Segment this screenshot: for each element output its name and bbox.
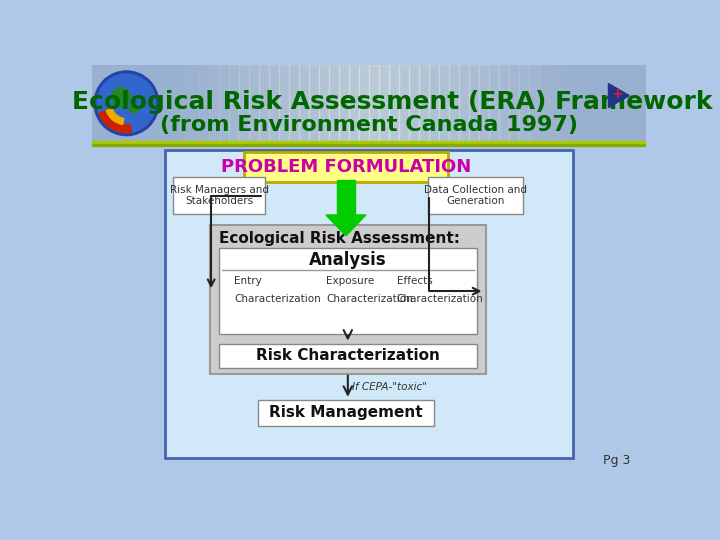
Bar [439, 65, 449, 142]
Bar [339, 65, 349, 142]
Text: Characterization: Characterization [397, 294, 483, 304]
Bar [539, 65, 549, 142]
Text: Characterization: Characterization [234, 294, 321, 304]
FancyBboxPatch shape [165, 150, 573, 457]
Bar [509, 65, 519, 142]
Text: Ecological Risk Assessment (ERA) Framework: Ecological Risk Assessment (ERA) Framewo… [72, 90, 712, 114]
Text: Effects: Effects [397, 276, 433, 286]
Bar [199, 65, 209, 142]
Text: Exposure: Exposure [326, 276, 374, 286]
Bar [319, 65, 329, 142]
Bar [429, 65, 439, 142]
Bar [269, 65, 279, 142]
Text: Entry: Entry [234, 276, 262, 286]
Bar [189, 65, 199, 142]
Bar [459, 65, 469, 142]
Text: If CEPA-"toxic": If CEPA-"toxic" [351, 382, 427, 392]
FancyBboxPatch shape [219, 248, 477, 334]
Bar [449, 65, 459, 142]
Text: Pg 3: Pg 3 [603, 454, 631, 467]
Bar [489, 65, 499, 142]
Bar [369, 65, 379, 142]
Bar [349, 65, 359, 142]
FancyBboxPatch shape [219, 343, 477, 368]
Bar [389, 65, 399, 142]
Text: PROBLEM FORMULATION: PROBLEM FORMULATION [221, 158, 471, 176]
FancyBboxPatch shape [258, 400, 434, 426]
FancyBboxPatch shape [174, 177, 265, 214]
Bar [92, 141, 647, 143]
Bar [329, 65, 339, 142]
Bar [337, 180, 355, 215]
Text: (from Environment Canada 1997): (from Environment Canada 1997) [160, 115, 578, 135]
Bar [168, 65, 179, 142]
Circle shape [112, 88, 130, 106]
Bar [299, 65, 309, 142]
FancyBboxPatch shape [244, 152, 448, 182]
Bar [92, 144, 647, 146]
Bar [479, 65, 489, 142]
Bar [549, 65, 559, 142]
Bar [219, 65, 229, 142]
Bar [559, 65, 570, 142]
Text: Characterization: Characterization [326, 294, 413, 304]
Bar [309, 65, 319, 142]
Bar [249, 65, 259, 142]
Text: Analysis: Analysis [309, 252, 387, 269]
Bar [469, 65, 479, 142]
Circle shape [97, 74, 156, 132]
FancyBboxPatch shape [210, 225, 486, 374]
Circle shape [94, 71, 159, 136]
Text: Risk Management: Risk Management [269, 406, 423, 420]
Text: +: + [611, 87, 623, 101]
Bar [519, 65, 529, 142]
Bar [289, 65, 299, 142]
Bar [209, 65, 219, 142]
Bar [529, 65, 539, 142]
Bar [92, 65, 647, 142]
Wedge shape [99, 111, 132, 132]
Text: Data Collection and
Generation: Data Collection and Generation [424, 185, 527, 206]
Polygon shape [326, 215, 366, 236]
Ellipse shape [129, 105, 140, 112]
Bar [409, 65, 419, 142]
Bar [419, 65, 429, 142]
Bar [379, 65, 389, 142]
Bar [259, 65, 269, 142]
Bar [179, 65, 189, 142]
Bar [239, 65, 249, 142]
Wedge shape [106, 109, 124, 125]
Bar [359, 65, 369, 142]
Bar [229, 65, 239, 142]
Text: Ecological Risk Assessment:: Ecological Risk Assessment: [219, 231, 460, 246]
Text: Risk Managers and
Stakeholders: Risk Managers and Stakeholders [170, 185, 269, 206]
Bar [279, 65, 289, 142]
Text: Risk Characterization: Risk Characterization [256, 348, 440, 363]
Bar [399, 65, 409, 142]
FancyBboxPatch shape [428, 177, 523, 214]
Bar [499, 65, 509, 142]
